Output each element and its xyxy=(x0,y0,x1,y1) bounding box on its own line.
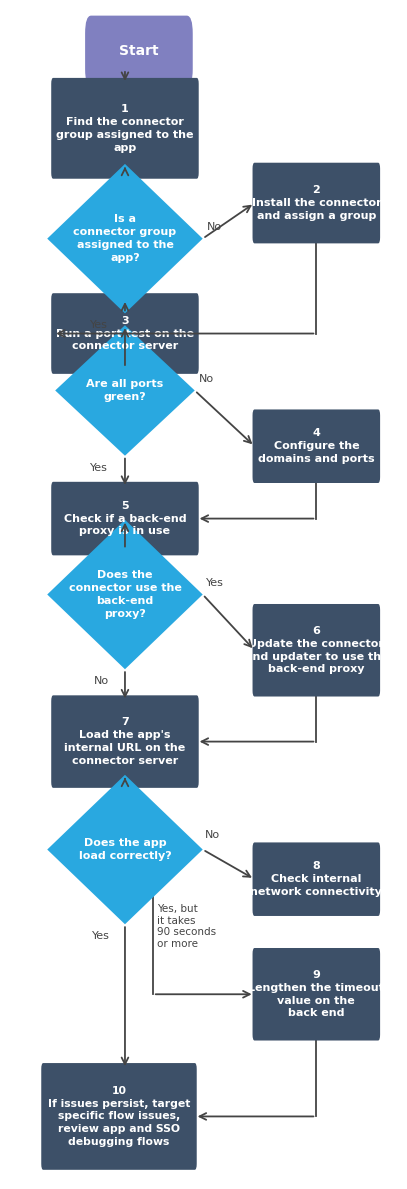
Text: 6
Update the connector
and updater to use the
back-end proxy: 6 Update the connector and updater to us… xyxy=(245,627,388,674)
Text: 8
Check internal
network connectivity: 8 Check internal network connectivity xyxy=(250,861,382,897)
Text: Is a
connector group
assigned to the
app?: Is a connector group assigned to the app… xyxy=(73,214,177,263)
FancyBboxPatch shape xyxy=(252,843,380,916)
Text: Are all ports
green?: Are all ports green? xyxy=(86,379,164,402)
FancyBboxPatch shape xyxy=(252,604,380,697)
Text: Yes: Yes xyxy=(90,463,108,472)
Polygon shape xyxy=(55,326,195,455)
Text: Yes: Yes xyxy=(90,320,108,331)
Text: 2
Install the connector
and assign a group: 2 Install the connector and assign a gro… xyxy=(252,185,381,221)
Polygon shape xyxy=(47,164,203,314)
FancyBboxPatch shape xyxy=(252,163,380,244)
Text: 7
Load the app's
internal URL on the
connector server: 7 Load the app's internal URL on the con… xyxy=(64,717,186,766)
FancyBboxPatch shape xyxy=(51,482,199,555)
FancyBboxPatch shape xyxy=(51,294,199,373)
Text: No: No xyxy=(199,373,214,384)
Text: 1
Find the connector
group assigned to the
app: 1 Find the connector group assigned to t… xyxy=(56,105,194,152)
FancyBboxPatch shape xyxy=(252,409,380,483)
Text: 4
Configure the
domains and ports: 4 Configure the domains and ports xyxy=(258,428,374,464)
Text: No: No xyxy=(207,222,222,232)
Text: 5
Check if a back-end
proxy is in use: 5 Check if a back-end proxy is in use xyxy=(63,501,186,536)
Text: Yes, but
it takes
90 seconds
or more: Yes, but it takes 90 seconds or more xyxy=(157,905,216,949)
FancyBboxPatch shape xyxy=(85,15,193,87)
Text: Start: Start xyxy=(119,44,159,58)
Text: 10
If issues persist, target
specific flow issues,
review app and SSO
debugging : 10 If issues persist, target specific fl… xyxy=(48,1086,190,1147)
Text: Yes: Yes xyxy=(206,578,223,587)
Text: 9
Lengthen the timeout
value on the
back end: 9 Lengthen the timeout value on the back… xyxy=(248,970,384,1019)
FancyBboxPatch shape xyxy=(51,78,199,178)
Polygon shape xyxy=(47,520,203,669)
Text: 3
Run a port test on the
connector server: 3 Run a port test on the connector serve… xyxy=(56,316,194,351)
FancyBboxPatch shape xyxy=(252,948,380,1040)
Text: Does the
connector use the
back-end
proxy?: Does the connector use the back-end prox… xyxy=(68,571,182,618)
Text: No: No xyxy=(205,830,220,841)
FancyBboxPatch shape xyxy=(41,1063,197,1170)
Text: No: No xyxy=(94,677,109,686)
Text: Does the app
load correctly?: Does the app load correctly? xyxy=(79,838,171,861)
Text: Yes: Yes xyxy=(92,931,110,942)
FancyBboxPatch shape xyxy=(51,696,199,788)
Polygon shape xyxy=(47,775,203,924)
